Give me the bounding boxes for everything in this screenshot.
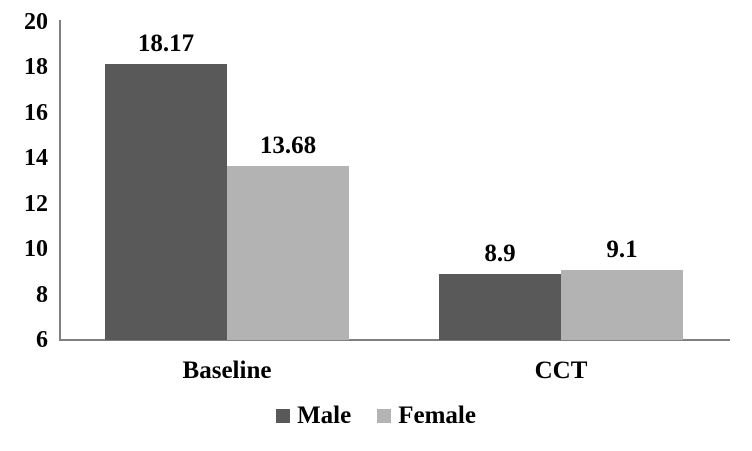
legend-entry-male: Male — [276, 401, 351, 430]
bar-male-cct — [439, 274, 561, 340]
legend-label: Male — [297, 402, 352, 429]
y-tick-label: 10 — [24, 236, 48, 263]
x-axis-line — [59, 339, 730, 341]
bar-female-cct — [561, 269, 683, 340]
bar-value-label: 13.68 — [259, 131, 317, 159]
bar-male-baseline — [105, 63, 227, 340]
y-tick-label: 6 — [36, 327, 48, 353]
y-tick-label: 8 — [36, 281, 48, 308]
bar-value-label: 18.17 — [137, 29, 195, 57]
y-tick-label: 14 — [24, 145, 48, 172]
category-label-cct: CCT — [534, 357, 588, 384]
legend-swatch-icon — [276, 408, 291, 423]
bar-value-label: 9.1 — [606, 235, 638, 263]
y-tick-label: 18 — [24, 54, 48, 81]
bar-value-label: 8.9 — [484, 240, 516, 268]
legend: Male Female — [0, 401, 752, 430]
legend-swatch-icon — [377, 408, 392, 423]
bar-female-baseline — [227, 165, 349, 340]
y-tick-label: 20 — [24, 9, 48, 35]
y-tick-label: 16 — [24, 99, 48, 126]
legend-entry-female: Female — [377, 401, 476, 430]
category-label-baseline: Baseline — [182, 357, 272, 384]
legend-label: Female — [398, 402, 476, 429]
y-tick-label: 12 — [24, 190, 48, 217]
y-axis-line — [59, 20, 61, 340]
